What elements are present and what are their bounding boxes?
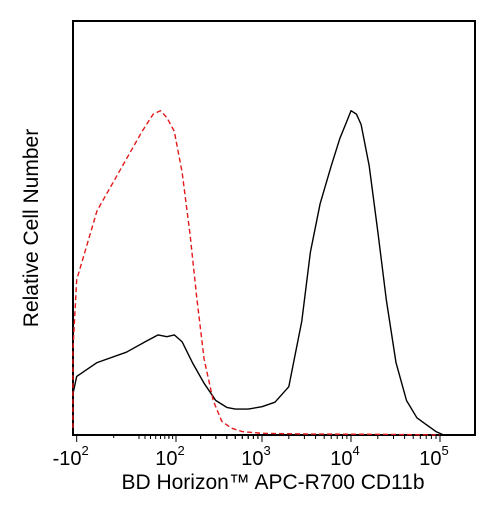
x-tick-label: 102 [155, 443, 184, 470]
x-axis-title: BD Horizon™ APC-R700 CD11b [121, 471, 424, 494]
x-tick-label-exponent: 2 [178, 443, 185, 458]
y-axis-title: Relative Cell Number [20, 129, 43, 327]
x-tick-label: 103 [241, 443, 270, 470]
histogram-series-2 [72, 109, 441, 436]
x-axis-tick-labels: -102 102 103 104 105 [53, 443, 449, 470]
x-axis-ticks [76, 435, 441, 442]
x-tick-label: 104 [330, 443, 359, 470]
plot-frame [72, 20, 476, 436]
x-tick-label-base: 10 [241, 448, 263, 470]
x-tick-label-exponent: 5 [442, 443, 449, 458]
x-tick-label: -102 [53, 443, 89, 470]
x-tick-label-base: -10 [53, 448, 82, 470]
x-tick-label-exponent: 4 [353, 443, 360, 458]
series-layer [72, 109, 444, 436]
x-tick-label: 105 [419, 443, 448, 470]
histogram-series-1 [72, 109, 444, 436]
x-tick-label-base: 10 [419, 448, 441, 470]
x-tick-label-base: 10 [155, 448, 177, 470]
x-tick-label-exponent: 2 [82, 443, 89, 458]
x-tick-label-exponent: 3 [264, 443, 271, 458]
x-tick-label-base: 10 [330, 448, 352, 470]
